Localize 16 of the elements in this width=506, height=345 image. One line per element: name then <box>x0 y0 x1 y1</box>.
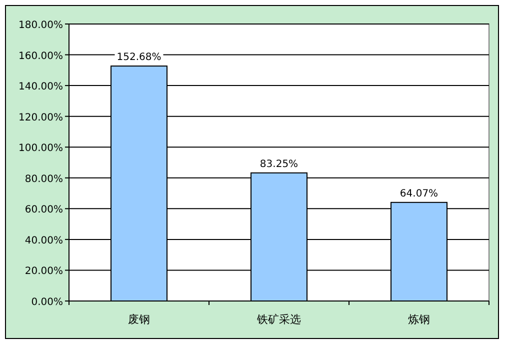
y-tick-label: 0.00% <box>31 297 63 308</box>
y-tick-label: 180.00% <box>18 20 63 31</box>
x-tick-label: 铁矿采选 <box>256 313 301 326</box>
y-tick-label: 140.00% <box>18 82 63 93</box>
data-label: 152.68% <box>116 52 162 64</box>
y-tick-label: 20.00% <box>24 266 63 278</box>
data-label: 83.25% <box>260 158 298 170</box>
x-tick-label: 炼钢 <box>408 313 430 326</box>
data-label: 64.07% <box>400 188 438 200</box>
y-tick-label: 120.00% <box>18 112 63 124</box>
y-tick-label: 160.00% <box>18 50 63 62</box>
y-tick-label: 60.00% <box>24 204 63 216</box>
y-tick-label: 40.00% <box>24 235 63 246</box>
y-tick-label: 80.00% <box>24 174 63 185</box>
x-tick-label: 废钢 <box>128 313 150 326</box>
y-tick-label: 100.00% <box>18 143 63 154</box>
